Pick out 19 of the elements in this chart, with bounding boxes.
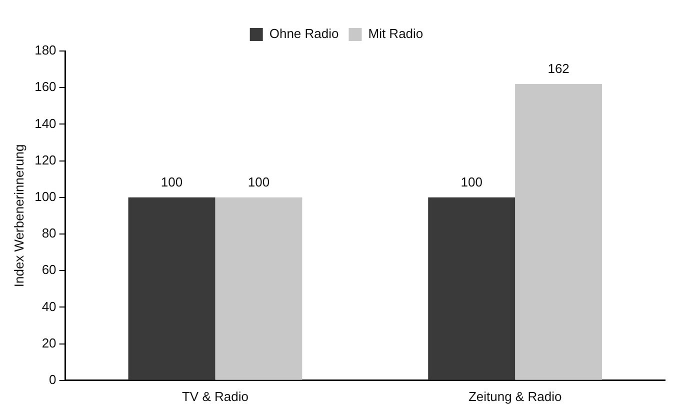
y-tick-label: 60 [42,262,56,278]
legend-label: Mit Radio [368,26,424,42]
y-tick-label: 160 [34,79,56,94]
y-tick-label: 20 [42,335,56,350]
y-tick-label: 0 [49,372,56,387]
data-label: 100 [248,174,270,190]
y-axis-title: Index Werbenerinnerung [11,144,26,288]
y-tick-label: 40 [42,298,56,314]
data-label: 100 [460,174,482,190]
x-tick-label: Zeitung & Radio [468,388,562,404]
y-tick-label: 140 [34,116,56,131]
y-tick-label: 120 [34,152,56,168]
x-tick-label: TV & Radio [182,388,248,404]
data-label: 100 [160,174,183,190]
y-tick-label: 80 [42,226,56,241]
legend-label: Ohne Radio [269,26,339,42]
y-tick-label: 100 [34,188,56,204]
data-label: 162 [548,61,570,76]
y-tick-label: 180 [34,42,56,58]
